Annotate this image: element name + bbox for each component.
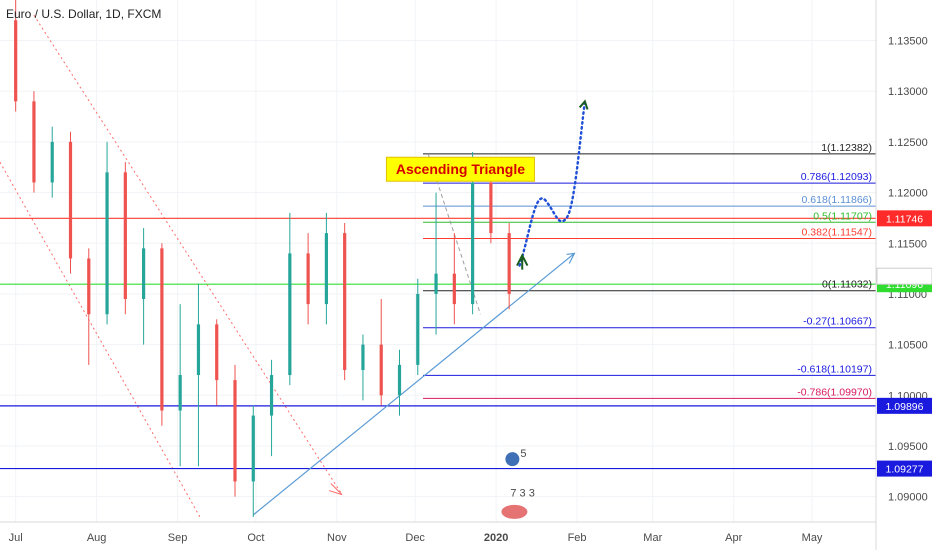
current-price-badge-border — [876, 267, 932, 285]
projection-path — [518, 100, 587, 267]
candle-body — [507, 233, 511, 294]
price-badge-1.09277-bg — [877, 460, 932, 477]
candle-body — [306, 253, 310, 305]
price-axis[interactable]: 1.090001.095001.100001.105001.110001.115… — [888, 36, 928, 504]
time-tick-label: Oct — [247, 532, 264, 544]
time-tick-label: Mar — [643, 532, 662, 544]
fib-label--0.618: -0.618(1.10197) — [797, 363, 872, 375]
fib-label-0.618: 0.618(1.11866) — [802, 194, 872, 206]
time-tick-label: Jul — [9, 532, 23, 544]
time-tick-label: Nov — [327, 532, 347, 544]
plot-background — [0, 0, 876, 522]
price-tick-label: 1.09000 — [888, 492, 928, 504]
current-price-badge-bg — [877, 268, 932, 285]
price-tick-label: 1.12000 — [888, 188, 928, 200]
current-price-badge: 1.11175 — [886, 271, 923, 283]
time-tick-label: May — [802, 532, 823, 544]
fib-label-0.382: 0.382(1.11547) — [802, 226, 872, 238]
time-tick-label: Dec — [405, 532, 425, 544]
time-tick-label: Apr — [725, 532, 742, 544]
candle-body — [288, 253, 292, 376]
fib-label-1: 1(1.12382) — [821, 142, 872, 154]
candle-body — [123, 172, 127, 300]
fib-label-0: 0(1.11032) — [822, 279, 872, 291]
fibonacci-levels: 1(1.12382) 0.786(1.12093) 0.618(1.11866) 0.… — [423, 142, 876, 399]
chart-title: Euro / U.S. Dollar, 1D, FXCM — [6, 7, 161, 21]
price-badge-1.09896-bg — [877, 397, 932, 414]
up-arrow-marker — [516, 253, 529, 270]
candle-body — [233, 380, 237, 482]
candle-body — [434, 273, 438, 294]
candle-body — [142, 248, 146, 300]
descending-channel — [0, 14, 343, 520]
channel-arrowhead — [328, 483, 343, 496]
candle-body — [50, 141, 54, 183]
event-marker-top — [505, 452, 520, 467]
trendline-arrowhead — [566, 252, 576, 264]
candle-body — [251, 415, 255, 482]
price-tick-label: 1.11500 — [888, 238, 927, 250]
candle-body — [452, 273, 456, 305]
candle-body — [215, 324, 219, 381]
candle-body — [87, 258, 91, 315]
annotations: Ascending Triangle 5 7 3 3 — [385, 99, 589, 519]
price-tick-label: 1.13500 — [888, 36, 928, 48]
fib-label-0.5: 0.5(1.11707) — [813, 210, 872, 222]
candle-body — [32, 101, 36, 183]
pattern-label: Ascending Triangle — [396, 161, 525, 177]
price-tick-label: 1.10500 — [888, 340, 928, 352]
candle-body — [178, 375, 182, 411]
candle-body — [343, 233, 347, 370]
pattern-label-box — [385, 156, 535, 182]
time-tick-label: Sep — [168, 532, 188, 544]
event-marker-top-label: 5 — [520, 448, 526, 460]
candle-body — [324, 233, 328, 305]
candles — [14, 0, 511, 517]
candle-body — [361, 344, 365, 370]
time-axis[interactable]: Jul Aug Sep Oct Nov Dec 2020 Feb Mar Apr May — [9, 532, 823, 544]
candle-body — [14, 20, 18, 102]
candle-body — [196, 324, 201, 376]
candle-body — [68, 141, 73, 259]
ascending-trendline — [252, 252, 575, 516]
candle-body — [269, 375, 274, 416]
projection-arrowhead — [578, 99, 589, 110]
fib-label--0.786: -0.786(1.09970) — [797, 386, 872, 398]
time-tick-label: 2020 — [484, 532, 508, 544]
candle-body — [416, 293, 420, 365]
price-badge-1.09896: 1.09896 — [886, 401, 924, 413]
price-tick-label: 1.13000 — [888, 86, 928, 98]
horizontal-levels — [0, 217, 876, 470]
event-marker-bottom-label: 7 3 3 — [510, 488, 534, 500]
candle-body — [489, 182, 493, 234]
price-tick-label: 1.12500 — [888, 137, 928, 149]
channel-lower-line — [0, 161, 202, 520]
time-tick-label: Aug — [87, 532, 107, 544]
event-marker-bottom — [501, 504, 528, 519]
price-badge-1.11746-bg — [877, 210, 932, 227]
candle-body — [397, 364, 402, 396]
price-tick-label: 1.09500 — [888, 441, 928, 453]
candle-body — [379, 344, 383, 396]
candle-body — [160, 248, 164, 411]
price-badge-1.09277: 1.09277 — [886, 464, 924, 476]
fib-label--0.27: -0.27(1.10667) — [803, 316, 872, 328]
time-tick-label: Feb — [568, 532, 587, 544]
candle-body — [471, 182, 475, 305]
fib-label-0.786: 0.786(1.12093) — [801, 171, 872, 183]
price-badge-1.11746: 1.11746 — [886, 213, 923, 225]
candle-body — [105, 172, 109, 315]
